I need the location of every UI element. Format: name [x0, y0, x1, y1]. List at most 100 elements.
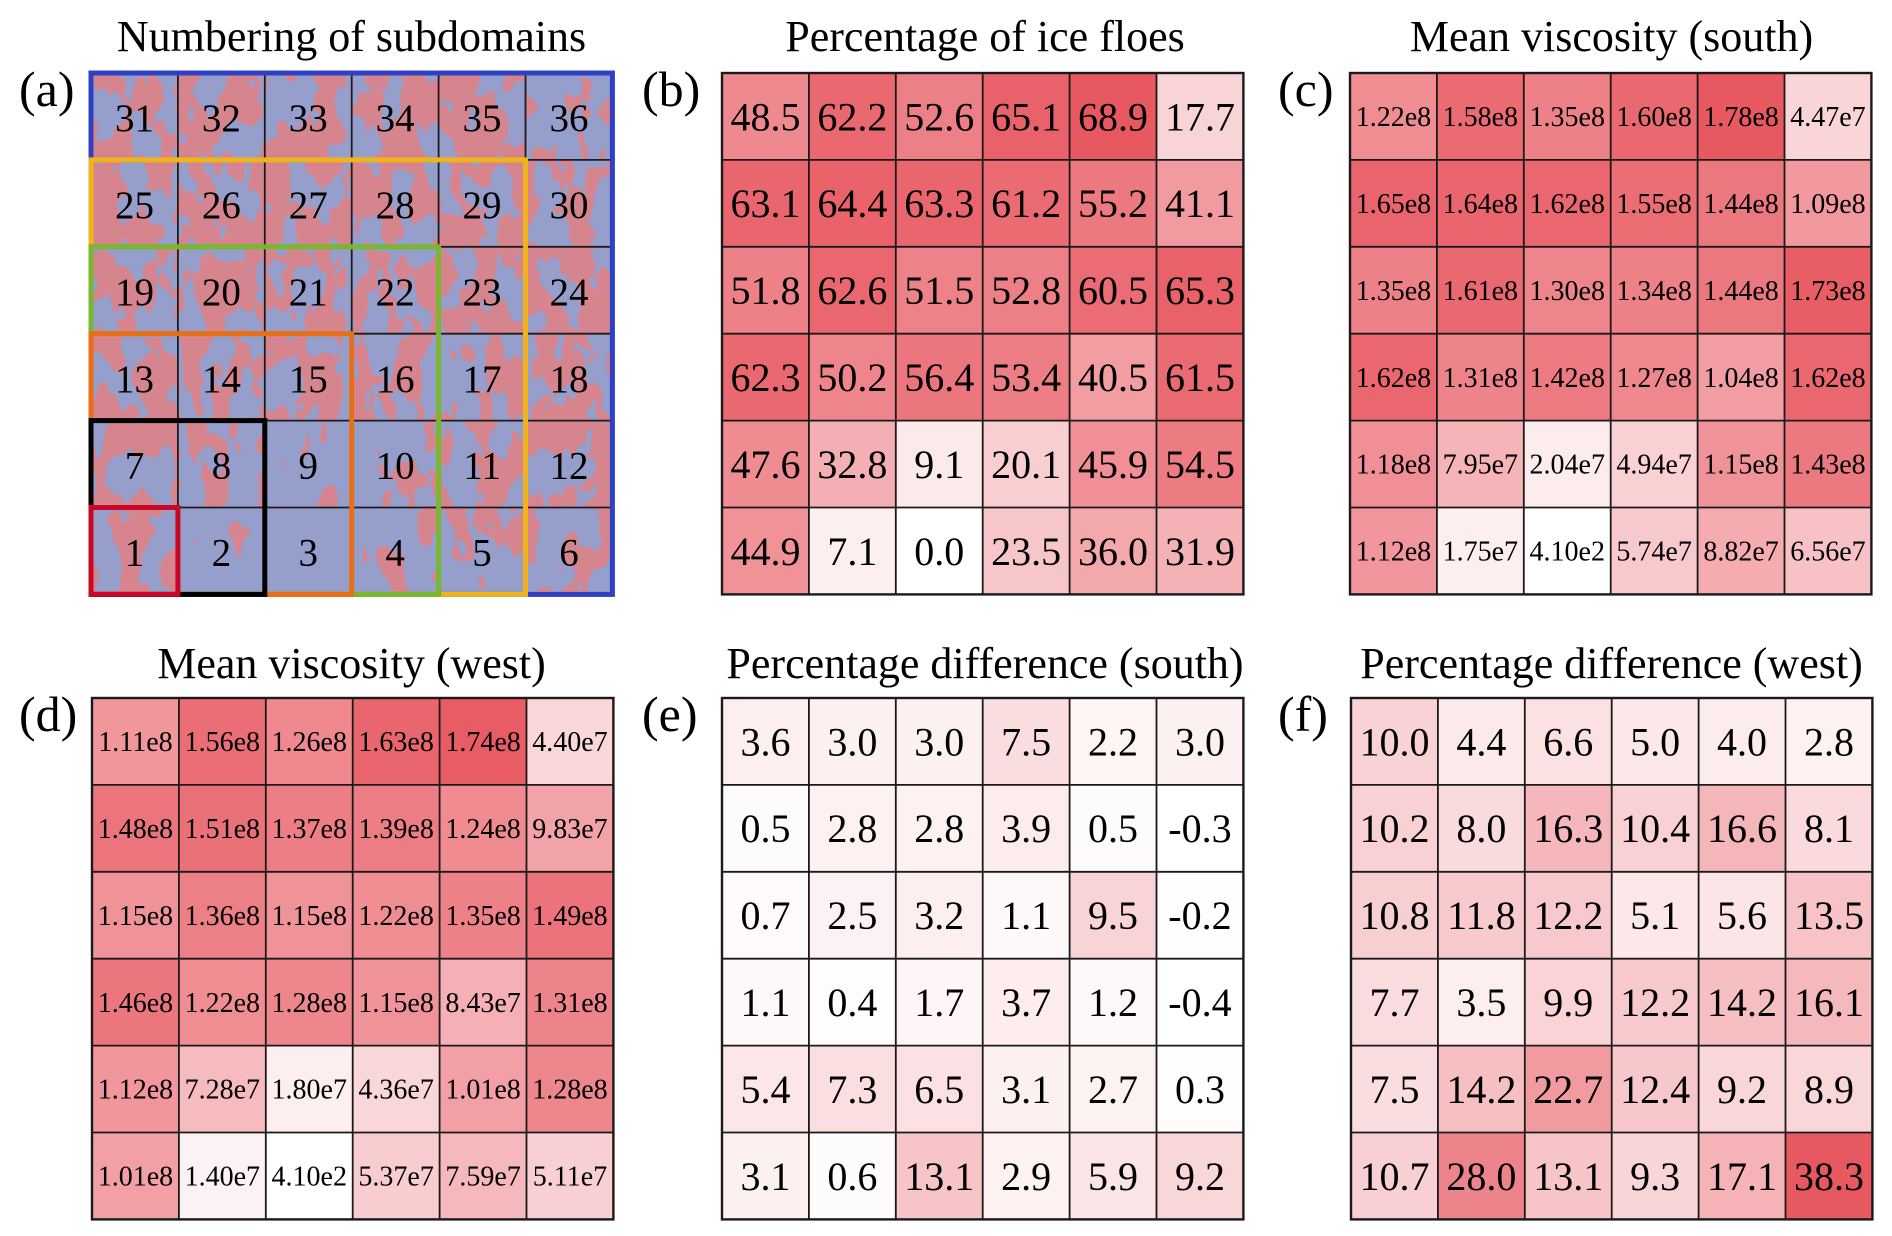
svg-text:29: 29	[463, 183, 502, 226]
svg-text:20.1: 20.1	[991, 441, 1061, 486]
svg-text:8.1: 8.1	[1803, 806, 1853, 851]
svg-text:4.10e2: 4.10e2	[1530, 536, 1605, 567]
svg-text:0.4: 0.4	[827, 980, 877, 1025]
svg-text:10.8: 10.8	[1359, 893, 1429, 938]
svg-text:32.8: 32.8	[817, 441, 887, 486]
svg-text:14: 14	[202, 357, 241, 400]
svg-text:53.4: 53.4	[991, 354, 1061, 399]
svg-text:17: 17	[463, 357, 502, 400]
svg-text:11: 11	[463, 444, 501, 487]
svg-text:1.55e8: 1.55e8	[1616, 189, 1691, 220]
svg-text:62.3: 62.3	[730, 354, 800, 399]
svg-text:33: 33	[289, 97, 328, 140]
svg-text:45.9: 45.9	[1078, 441, 1148, 486]
svg-text:0.5: 0.5	[740, 806, 790, 851]
svg-text:30: 30	[549, 183, 588, 226]
svg-text:4.47e7: 4.47e7	[1790, 102, 1865, 133]
svg-text:27: 27	[289, 183, 328, 226]
svg-text:1.39e8: 1.39e8	[358, 814, 433, 845]
svg-text:1.37e8: 1.37e8	[272, 814, 347, 845]
svg-text:1.12e8: 1.12e8	[98, 1075, 173, 1106]
svg-text:1.15e8: 1.15e8	[272, 901, 347, 932]
svg-text:10.4: 10.4	[1620, 806, 1690, 851]
svg-text:1.56e8: 1.56e8	[185, 727, 260, 758]
svg-text:31: 31	[115, 97, 154, 140]
svg-text:6: 6	[559, 531, 579, 574]
svg-text:5.1: 5.1	[1630, 893, 1680, 938]
svg-text:10.2: 10.2	[1359, 806, 1429, 851]
svg-text:5: 5	[472, 531, 492, 574]
svg-text:9.2: 9.2	[1717, 1067, 1767, 1112]
svg-text:4.10e2: 4.10e2	[272, 1162, 347, 1193]
svg-text:7.95e7: 7.95e7	[1443, 449, 1518, 480]
svg-text:22.7: 22.7	[1533, 1067, 1603, 1112]
svg-text:16.6: 16.6	[1707, 806, 1777, 851]
svg-text:2.7: 2.7	[1088, 1067, 1138, 1112]
svg-text:0.7: 0.7	[740, 893, 790, 938]
svg-text:1.40e7: 1.40e7	[185, 1162, 260, 1193]
svg-text:36.0: 36.0	[1078, 528, 1148, 573]
svg-text:10.7: 10.7	[1359, 1154, 1429, 1199]
svg-text:1.62e8: 1.62e8	[1356, 362, 1431, 393]
svg-text:1.60e8: 1.60e8	[1616, 102, 1691, 133]
svg-text:1.09e8: 1.09e8	[1790, 189, 1865, 220]
svg-text:1.80e7: 1.80e7	[272, 1075, 347, 1106]
svg-text:1.28e8: 1.28e8	[532, 1075, 607, 1106]
svg-text:9.83e7: 9.83e7	[532, 814, 607, 845]
svg-text:2.2: 2.2	[1088, 719, 1138, 764]
svg-text:64.4: 64.4	[817, 181, 887, 226]
svg-text:1.44e8: 1.44e8	[1703, 189, 1778, 220]
svg-text:52.8: 52.8	[991, 268, 1061, 313]
svg-text:1.48e8: 1.48e8	[98, 814, 173, 845]
svg-text:21: 21	[289, 270, 328, 313]
svg-text:5.11e7: 5.11e7	[533, 1162, 607, 1193]
svg-text:51.8: 51.8	[730, 268, 800, 313]
svg-text:4: 4	[385, 531, 405, 574]
svg-text:62.6: 62.6	[817, 268, 887, 313]
svg-text:17.7: 17.7	[1164, 94, 1234, 139]
svg-text:12.2: 12.2	[1533, 893, 1603, 938]
svg-text:13.5: 13.5	[1793, 893, 1863, 938]
svg-text:11.8: 11.8	[1447, 893, 1516, 938]
svg-text:2.5: 2.5	[827, 893, 877, 938]
svg-text:1.24e8: 1.24e8	[445, 814, 520, 845]
svg-text:1.35e8: 1.35e8	[1530, 102, 1605, 133]
svg-text:1.15e8: 1.15e8	[358, 988, 433, 1019]
svg-text:3.0: 3.0	[914, 719, 964, 764]
svg-text:7.7: 7.7	[1369, 980, 1419, 1025]
svg-text:3.1: 3.1	[1001, 1067, 1051, 1112]
svg-text:61.2: 61.2	[991, 181, 1061, 226]
svg-text:9.2: 9.2	[1174, 1154, 1224, 1199]
svg-text:8.82e7: 8.82e7	[1703, 536, 1778, 567]
svg-text:51.5: 51.5	[904, 268, 974, 313]
svg-text:5.0: 5.0	[1630, 719, 1680, 764]
svg-text:8.9: 8.9	[1803, 1067, 1853, 1112]
svg-text:1.22e8: 1.22e8	[1356, 102, 1431, 133]
svg-text:7.1: 7.1	[827, 528, 877, 573]
svg-text:4.4: 4.4	[1456, 719, 1506, 764]
svg-text:-0.3: -0.3	[1168, 806, 1231, 851]
svg-text:8: 8	[212, 444, 232, 487]
svg-text:23.5: 23.5	[991, 528, 1061, 573]
svg-text:9.5: 9.5	[1088, 893, 1138, 938]
svg-text:0.6: 0.6	[827, 1154, 877, 1199]
svg-text:6.6: 6.6	[1543, 719, 1593, 764]
svg-text:1.27e8: 1.27e8	[1616, 362, 1691, 393]
svg-text:14.2: 14.2	[1446, 1067, 1516, 1112]
svg-text:9: 9	[299, 444, 319, 487]
svg-text:5.6: 5.6	[1717, 893, 1767, 938]
svg-text:1.26e8: 1.26e8	[272, 727, 347, 758]
svg-text:14.2: 14.2	[1707, 980, 1777, 1025]
svg-text:0.5: 0.5	[1088, 806, 1138, 851]
svg-text:10.0: 10.0	[1359, 719, 1429, 764]
svg-text:41.1: 41.1	[1164, 181, 1234, 226]
svg-text:63.3: 63.3	[904, 181, 974, 226]
svg-text:1.51e8: 1.51e8	[185, 814, 260, 845]
svg-text:0.3: 0.3	[1174, 1067, 1224, 1112]
svg-text:7.5: 7.5	[1369, 1067, 1419, 1112]
svg-text:44.9: 44.9	[730, 528, 800, 573]
svg-text:3.0: 3.0	[827, 719, 877, 764]
svg-text:1.75e7: 1.75e7	[1443, 536, 1518, 567]
svg-text:3.5: 3.5	[1456, 980, 1506, 1025]
svg-text:3.1: 3.1	[740, 1154, 790, 1199]
